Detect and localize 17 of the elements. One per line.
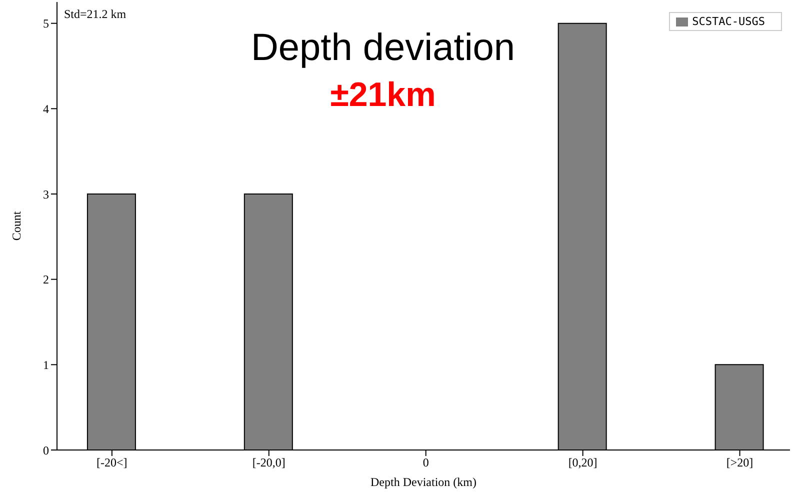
- text: Depth deviation: [250, 26, 516, 70]
- x-tick-label: [-20,0]: [252, 456, 286, 470]
- x-tick-label: [-20<]: [96, 456, 128, 470]
- y-tick-label: 1: [43, 358, 49, 372]
- y-tick-label: 4: [43, 102, 49, 116]
- y-tick-label: 0: [43, 443, 49, 458]
- legend-label: SCSTAC-USGS: [692, 15, 765, 28]
- y-tick-label: 3: [43, 187, 49, 202]
- x-axis-title: Depth Deviation (km): [370, 475, 476, 489]
- x-tick-label: [>20]: [726, 456, 754, 470]
- x-tick-label: [0,20]: [568, 456, 598, 470]
- annotation: Std=21.2 km: [64, 7, 126, 22]
- y-tick-label: 2: [43, 272, 49, 287]
- y-axis-title: Count: [9, 210, 24, 241]
- x-tick-label: 0: [422, 456, 429, 470]
- text: ±21km: [329, 75, 437, 116]
- y-tick-label: 5: [43, 16, 49, 31]
